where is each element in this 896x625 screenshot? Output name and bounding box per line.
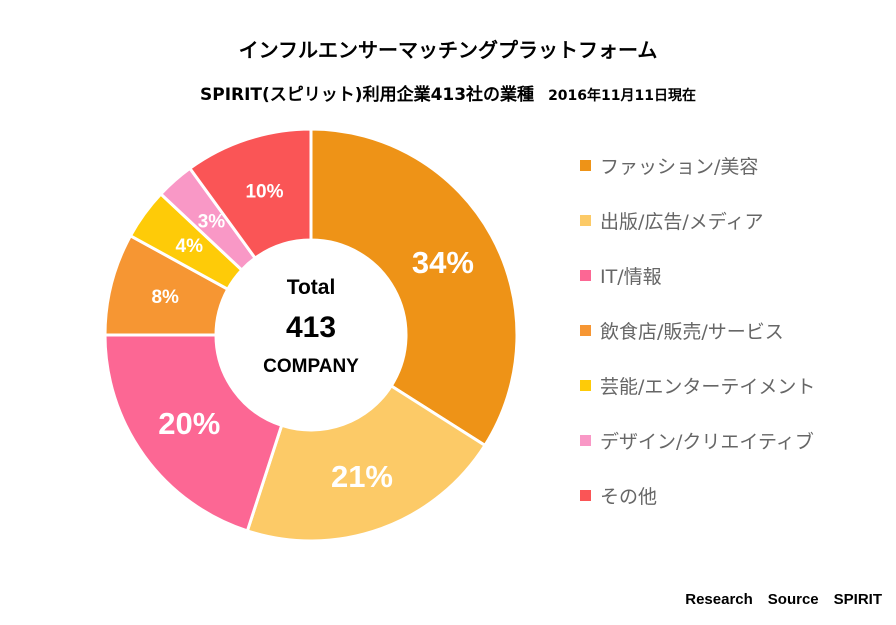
legend-swatch <box>580 214 591 226</box>
slice-labels: 34% 21% 20% 8% 4% 3% 10% <box>151 181 473 494</box>
legend-swatch <box>580 159 591 171</box>
legend-item: 出版/広告/メディア <box>580 205 763 235</box>
legend-swatch <box>580 324 591 336</box>
legend-swatch <box>580 489 591 501</box>
slice-label-7: 10% <box>245 181 283 202</box>
center-total-label: Total <box>287 276 336 299</box>
chart-title: インフルエンサーマッチングプラットフォーム <box>238 38 658 62</box>
legend-label: ファッション/美容 <box>600 155 759 178</box>
legend-swatch <box>580 379 591 391</box>
slice-label-6: 3% <box>198 212 226 233</box>
slice-3 <box>103 333 284 533</box>
slice-7 <box>187 127 313 261</box>
legend-swatch <box>580 434 591 446</box>
legend-item: IT/情報 <box>580 260 662 290</box>
legend-item: ファッション/美容 <box>580 150 758 180</box>
slice-2 <box>245 383 488 543</box>
legend-label: その他 <box>600 485 658 508</box>
slice-label-2: 21% <box>331 459 393 494</box>
slice-label-1: 34% <box>412 245 474 280</box>
legend-item: 飲食店/販売/サービス <box>580 315 784 345</box>
chart-subtitle: SPIRIT(スピリット)利用企業413社の業種 <box>199 85 535 105</box>
legend-label: デザイン/クリエイティブ <box>600 430 814 453</box>
legend-label: 芸能/エンターテイメント <box>600 375 816 398</box>
legend-swatch <box>580 269 591 281</box>
slice-label-4: 8% <box>151 287 179 308</box>
legend-item: 芸能/エンターテイメント <box>580 370 815 400</box>
slice-label-5: 4% <box>176 236 204 257</box>
slice-1 <box>309 127 519 448</box>
donut-slices <box>103 127 519 543</box>
slice-label-3: 20% <box>158 406 220 441</box>
source-note: Research Source SPIRIT <box>685 591 882 608</box>
chart-subtitle-row: SPIRIT(スピリット)利用企業413社の業種 2016年11月11日現在 <box>0 80 896 105</box>
date-note: 2016年11月11日現在 <box>548 88 696 104</box>
center-total-unit: COMPANY <box>263 356 359 377</box>
legend-label: IT/情報 <box>600 265 662 288</box>
legend-item: デザイン/クリエイティブ <box>580 425 814 455</box>
legend-label: 出版/広告/メディア <box>600 210 764 233</box>
legend-label: 飲食店/販売/サービス <box>600 320 784 343</box>
center-total-value: 413 <box>286 311 336 344</box>
legend-item: その他 <box>580 480 657 510</box>
